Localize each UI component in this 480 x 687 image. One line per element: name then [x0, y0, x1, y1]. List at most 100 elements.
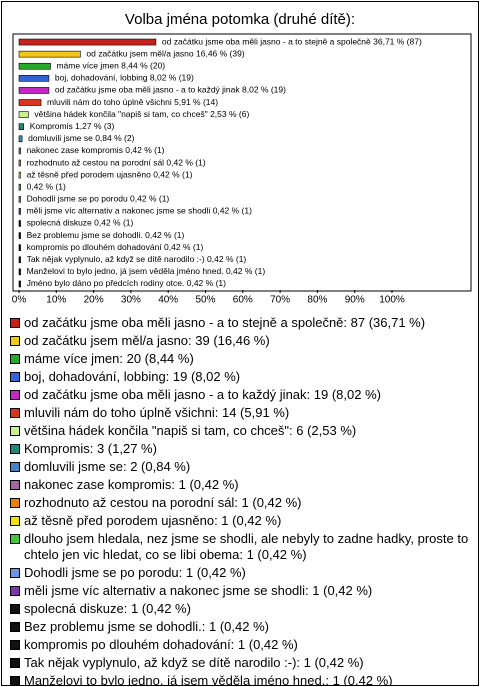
legend-label: nakonec zase kompromis: 1 (0,42 %) [24, 477, 239, 492]
legend-swatch [10, 534, 20, 544]
bar-label: od začátku jsme oba měli jasno - a to ka… [55, 85, 286, 95]
legend-item: většina hádek končila "napiš si tam, co … [10, 423, 472, 439]
bar [18, 171, 21, 179]
bar-label: spolecná diskuze 0,42 % (1) [27, 218, 134, 228]
legend-swatch [10, 372, 20, 382]
bar [18, 50, 81, 58]
legend-item: Manželovi to bylo jedno, já jsem věděla … [10, 673, 472, 686]
x-tick-label: 70% [270, 295, 290, 306]
legend-swatch [10, 516, 20, 526]
bar-label: Manželovi to bylo jedno, já jsem věděla … [27, 266, 266, 276]
x-tick-label: 90% [345, 295, 365, 306]
bar [18, 123, 25, 131]
legend-item: máme více jmen: 20 (8,44 %) [10, 351, 472, 367]
bar-label: od začátku jsem měl/a jasno 16,46 % (39) [86, 48, 244, 58]
legend-label: dlouho jsem hledala, nez jsme se shodli,… [24, 531, 469, 562]
legend-label: měli jsme víc alternativ a nakonec jsme … [24, 583, 373, 598]
legend-swatch [10, 498, 20, 508]
chart-title: Volba jména potomka (druhé dítě): [125, 11, 355, 28]
bar [18, 268, 21, 276]
legend-label: Bez problemu jsme se dohodli.: 1 (0,42 %… [24, 619, 269, 634]
plot-frame [12, 33, 472, 292]
bar [18, 220, 21, 227]
legend-label: Manželovi to bylo jedno, já jsem věděla … [24, 673, 393, 686]
bar-label: nakonec zase kompromis 0,42 % (1) [27, 145, 165, 155]
legend-item: od začátku jsme oba měli jasno - a to ka… [10, 387, 472, 403]
bar [18, 195, 21, 203]
bar [18, 244, 21, 251]
bar-label: měli jsme víc alternativ a nakonec jsme … [27, 206, 253, 216]
bar-label: domluvili jsme se 0,84 % (2) [28, 133, 134, 143]
legend-label: Kompromis: 3 (1,27 %) [24, 441, 157, 456]
bar-label: od začátku jsme oba měli jasno - a to st… [162, 36, 422, 46]
legend-label: domluvili jsme se: 2 (0,84 %) [24, 459, 191, 474]
legend-swatch [10, 586, 20, 596]
legend-swatch [10, 568, 20, 578]
legend-item: domluvili jsme se: 2 (0,84 %) [10, 459, 472, 475]
legend-item: dlouho jsem hledala, nez jsme se shodli,… [10, 531, 472, 563]
bar-label: 0,42 % (1) [27, 181, 66, 191]
bar-label: většina hádek končila "napiš si tam, co … [34, 109, 249, 119]
bar [18, 135, 23, 143]
bar [18, 38, 157, 46]
legend-swatch [10, 354, 20, 364]
bar-label: Dohodli jsme se po porodu 0,42 % (1) [27, 194, 170, 204]
legend-swatch [10, 676, 20, 685]
x-tick-label: 60% [233, 295, 253, 306]
legend-label: rozhodnuto až cestou na porodní sál: 1 (… [24, 495, 302, 510]
legend-item: Kompromis: 3 (1,27 %) [10, 441, 472, 457]
legend-label: většina hádek končila "napiš si tam, co … [24, 423, 357, 438]
x-tick-label: 100% [379, 295, 405, 306]
legend-swatch [10, 480, 20, 490]
bar [18, 232, 21, 239]
legend-swatch [10, 426, 20, 436]
legend-swatch [10, 336, 20, 346]
legend-swatch [10, 444, 20, 454]
legend-item: spolecná diskuze: 1 (0,42 %) [10, 601, 472, 617]
x-tick-label: 10% [46, 295, 66, 306]
bar [18, 208, 21, 215]
legend-item: Dohodli jsme se po porodu: 1 (0,42 %) [10, 565, 472, 581]
bar [18, 111, 29, 118]
bar-label: kompromis po dlouhém dohadování 0,42 % (… [27, 242, 204, 252]
x-tick-label: 50% [195, 295, 215, 306]
bar-label: boj, dohadování, lobbing 8,02 % (19) [55, 73, 194, 83]
legend-swatch [10, 462, 20, 472]
legend-label: máme více jmen: 20 (8,44 %) [24, 351, 194, 366]
x-tick-label: 20% [84, 295, 104, 306]
bar-label: Kompromis 1,27 % (3) [30, 121, 115, 131]
legend-swatch [10, 390, 20, 400]
bar-label: rozhodnuto až cestou na porodní sál 0,42… [27, 157, 206, 167]
legend-swatch [10, 658, 20, 668]
legend: od začátku jsme oba měli jasno - a to st… [10, 315, 472, 686]
legend-item: Tak nějak vyplynulo, až když se dítě nar… [10, 655, 472, 671]
x-tick-label: 0% [12, 295, 27, 306]
bar-label: Tak nějak vyplynulo, až když se dítě nar… [27, 254, 247, 264]
legend-swatch [10, 408, 20, 418]
legend-label: Tak nějak vyplynulo, až když se dítě nar… [24, 655, 364, 670]
bar-label: Bez problemu jsme se dohodli. 0,42 % (1) [27, 230, 185, 240]
bar-label: až těsně před porodem ujasněno 0,42 % (1… [27, 169, 193, 179]
bar [18, 183, 21, 191]
legend-swatch [10, 640, 20, 650]
legend-label: od začátku jsem měl/a jasno: 39 (16,46 %… [24, 333, 270, 348]
legend-swatch [10, 604, 20, 614]
bar [18, 256, 21, 264]
legend-label: spolecná diskuze: 1 (0,42 %) [24, 601, 191, 616]
legend-label: boj, dohadování, lobbing: 19 (8,02 %) [24, 369, 241, 384]
x-tick-label: 30% [121, 295, 141, 306]
bar-label: Jméno bylo dáno po předcích rodiny otce.… [27, 278, 227, 288]
bar [18, 87, 50, 94]
bar [18, 62, 51, 70]
legend-item: nakonec zase kompromis: 1 (0,42 %) [10, 477, 472, 493]
legend-swatch [10, 622, 20, 632]
bar-label: mluvili nám do toho úplně všichni 5,91 %… [47, 97, 218, 107]
legend-item: měli jsme víc alternativ a nakonec jsme … [10, 583, 472, 599]
legend-label: od začátku jsme oba měli jasno - a to ka… [24, 387, 381, 402]
bar [18, 159, 21, 167]
x-tick-label: 40% [158, 295, 178, 306]
legend-label: mluvili nám do toho úplně všichni: 14 (5… [24, 405, 290, 420]
legend-label: Dohodli jsme se po porodu: 1 (0,42 %) [24, 565, 246, 580]
chart: Volba jména potomka (druhé dítě): 0% 10% 2… [12, 11, 472, 306]
